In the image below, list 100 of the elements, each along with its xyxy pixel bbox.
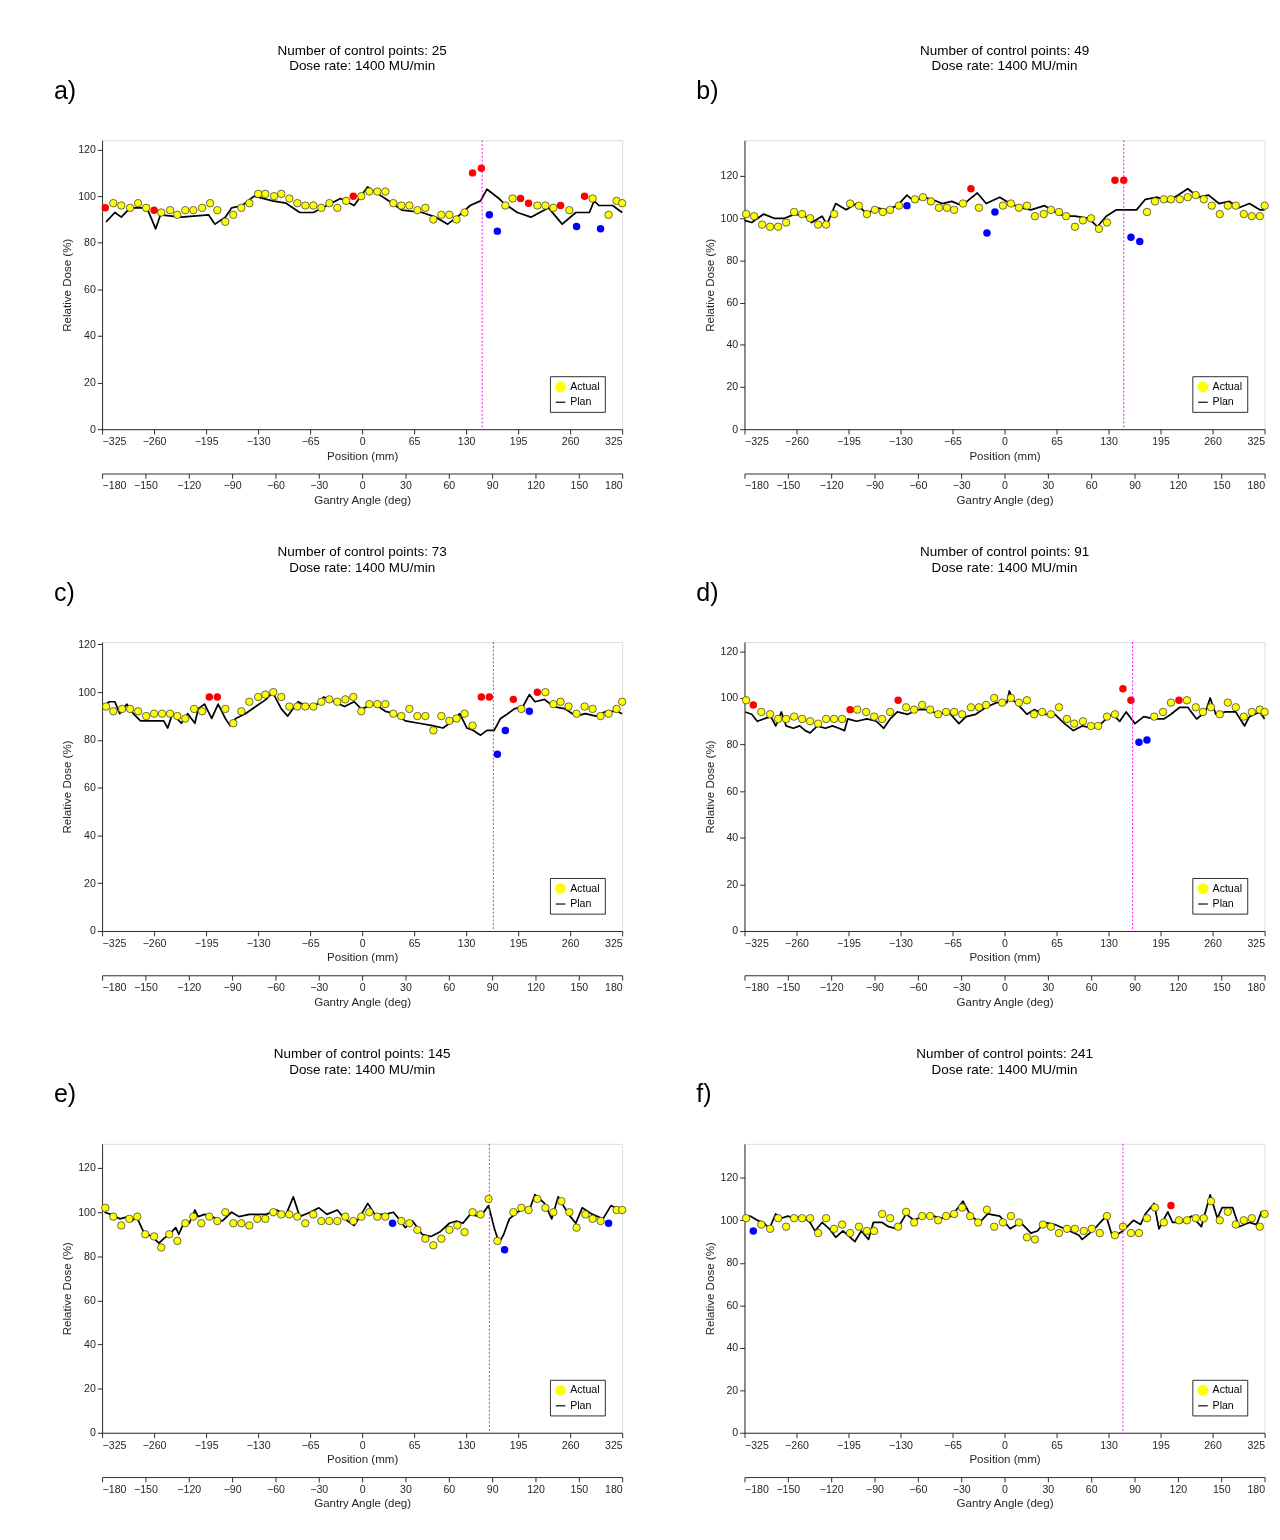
x2-tick-label: 90 bbox=[486, 1482, 499, 1495]
point bbox=[1111, 176, 1119, 185]
point bbox=[429, 726, 438, 735]
point bbox=[237, 707, 246, 716]
point bbox=[1022, 201, 1032, 210]
x2-tick-label: −150 bbox=[134, 981, 158, 994]
point bbox=[1260, 707, 1269, 717]
point bbox=[421, 203, 430, 212]
point bbox=[309, 702, 318, 711]
point bbox=[445, 716, 454, 725]
point bbox=[149, 709, 159, 718]
x2-tick-label: −150 bbox=[776, 479, 801, 492]
x-tick-label: −65 bbox=[301, 936, 320, 949]
x2-tick-label: −180 bbox=[102, 981, 127, 994]
point bbox=[437, 711, 446, 721]
point bbox=[405, 704, 414, 714]
y-tick-label: 0 bbox=[89, 1426, 96, 1439]
point bbox=[141, 203, 151, 212]
x-tick-label: 130 bbox=[457, 1438, 476, 1451]
point bbox=[117, 201, 126, 210]
point bbox=[903, 201, 911, 210]
point bbox=[974, 703, 984, 712]
point bbox=[588, 194, 597, 203]
point bbox=[1136, 237, 1144, 246]
y-tick-label: 40 bbox=[726, 831, 739, 844]
point bbox=[150, 206, 158, 214]
x-tick-label: 0 bbox=[1002, 1438, 1009, 1451]
point bbox=[125, 203, 135, 212]
point bbox=[460, 709, 469, 718]
x-tick-label: 0 bbox=[1002, 435, 1009, 448]
x-tick-label: 325 bbox=[1247, 1438, 1266, 1451]
point bbox=[556, 697, 565, 706]
point bbox=[317, 697, 326, 706]
point bbox=[270, 192, 279, 201]
point bbox=[493, 750, 502, 759]
point bbox=[509, 695, 518, 704]
point bbox=[926, 705, 935, 714]
point bbox=[934, 203, 944, 212]
point bbox=[541, 201, 550, 210]
point bbox=[1070, 719, 1079, 728]
x2-tick-label: 120 bbox=[527, 981, 545, 994]
x-tick-label: −325 bbox=[102, 936, 127, 949]
point bbox=[1191, 190, 1200, 200]
point bbox=[357, 192, 366, 201]
point bbox=[333, 203, 342, 212]
y-tick-label: 100 bbox=[78, 685, 96, 698]
x-tick-label: 130 bbox=[1100, 435, 1118, 448]
x2-tick-label: 60 bbox=[443, 981, 456, 994]
point bbox=[958, 199, 968, 208]
legend-label: Plan bbox=[1212, 896, 1234, 909]
point bbox=[460, 208, 469, 217]
point bbox=[942, 707, 951, 717]
chart-title: Number of control points: 91 bbox=[919, 544, 1090, 560]
x2-tick-label: −150 bbox=[134, 479, 158, 492]
point bbox=[445, 210, 454, 219]
x2-tick-label: −150 bbox=[776, 1482, 801, 1495]
chart-subtitle: Dose rate: 1400 MU/min bbox=[289, 57, 436, 73]
x2-tick-label: 150 bbox=[570, 981, 589, 994]
point bbox=[133, 707, 143, 716]
point bbox=[109, 199, 118, 208]
x2-tick-label: −120 bbox=[177, 981, 202, 994]
y-tick-label: 20 bbox=[726, 1383, 739, 1396]
chart-title: Number of control points: 145 bbox=[273, 1046, 451, 1062]
point bbox=[405, 201, 414, 210]
x-tick-label: −65 bbox=[301, 1438, 320, 1451]
point bbox=[902, 703, 911, 712]
y-tick-label: 20 bbox=[84, 1382, 96, 1395]
x-tick-label: −65 bbox=[944, 1438, 963, 1451]
point bbox=[1239, 712, 1248, 721]
point bbox=[525, 707, 534, 716]
y-tick-label: 20 bbox=[726, 877, 739, 890]
y-tick-label: 60 bbox=[726, 1298, 739, 1311]
y-axis-title: Relative Dose (%) bbox=[703, 740, 716, 834]
legend-label: Plan bbox=[570, 896, 592, 909]
point bbox=[325, 199, 334, 208]
point bbox=[381, 187, 390, 196]
point bbox=[1054, 207, 1064, 217]
x2-tick-label: 90 bbox=[1129, 1482, 1142, 1495]
point bbox=[125, 704, 135, 714]
y-tick-label: 120 bbox=[78, 142, 96, 155]
point bbox=[1150, 197, 1160, 206]
x2-tick-label: −180 bbox=[744, 479, 769, 492]
point bbox=[221, 217, 230, 226]
x-tick-label: −65 bbox=[944, 936, 963, 949]
x-tick-label: −195 bbox=[837, 936, 862, 949]
chart-title: Number of control points: 241 bbox=[916, 1046, 1093, 1062]
point bbox=[797, 209, 807, 219]
point bbox=[205, 693, 214, 701]
x-axis-title: Position (mm) bbox=[327, 1453, 399, 1466]
point bbox=[1086, 721, 1096, 731]
y-axis-title: Relative Dose (%) bbox=[61, 238, 74, 332]
point bbox=[293, 702, 302, 711]
x2-axis-title: Gantry Angle (deg) bbox=[314, 493, 412, 506]
y-tick-label: 80 bbox=[84, 1249, 96, 1262]
x-tick-label: 260 bbox=[1204, 936, 1222, 949]
text: f) bbox=[696, 1079, 712, 1108]
point bbox=[533, 688, 542, 696]
point bbox=[101, 702, 111, 711]
point bbox=[1206, 703, 1216, 712]
point bbox=[1175, 696, 1183, 705]
